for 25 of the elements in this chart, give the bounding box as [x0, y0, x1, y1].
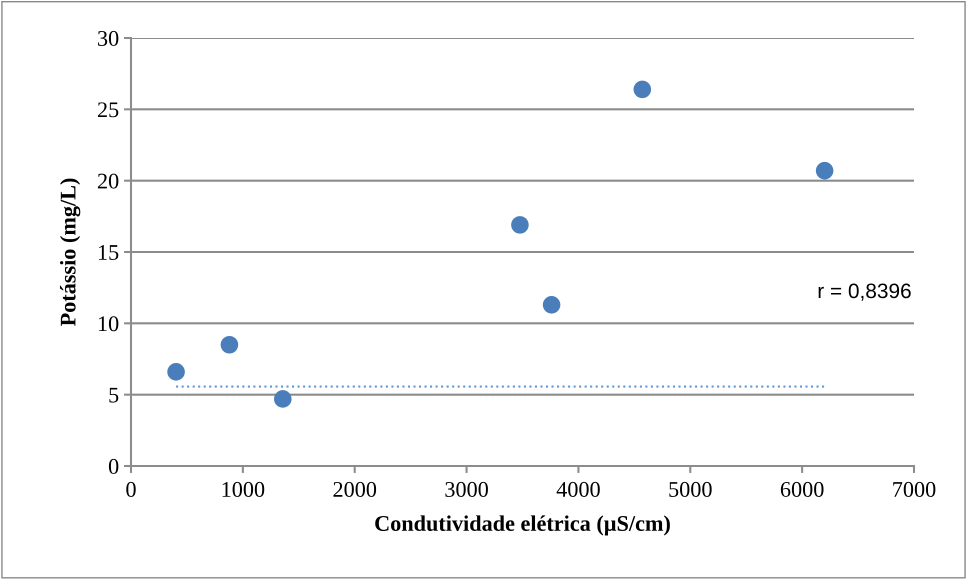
x-axis-title: Condutividade elétrica (µS/cm): [375, 515, 670, 536]
x-tick-label: 4000: [556, 482, 600, 497]
y-tick-label: 15: [98, 245, 118, 260]
point: [274, 390, 292, 408]
point: [634, 80, 652, 98]
annotation: r = 0,8396: [818, 284, 911, 301]
x-tick-label: 0: [126, 482, 136, 497]
x-tick-label: 2000: [333, 482, 376, 497]
y-axis-title: Potássio (mg/L): [60, 178, 80, 326]
y-tick-label: 20: [98, 174, 118, 189]
y-tick-label: 10: [98, 316, 118, 332]
point: [511, 216, 529, 234]
x-tick-label: 5000: [669, 482, 712, 497]
point: [220, 336, 238, 354]
y-tick-label: 5: [109, 388, 118, 403]
y-tick-label: 30: [98, 30, 118, 46]
point: [542, 296, 560, 314]
x-tick-label: 1000: [222, 482, 264, 497]
x-tick-label: 3000: [445, 482, 488, 497]
x-tick-label: 6000: [780, 482, 824, 497]
y-tick-label: 0: [108, 458, 118, 474]
x-tick-label: 7000: [893, 482, 936, 497]
point: [816, 162, 834, 180]
point: [167, 363, 185, 381]
y-tick-label: 25: [98, 102, 118, 118]
